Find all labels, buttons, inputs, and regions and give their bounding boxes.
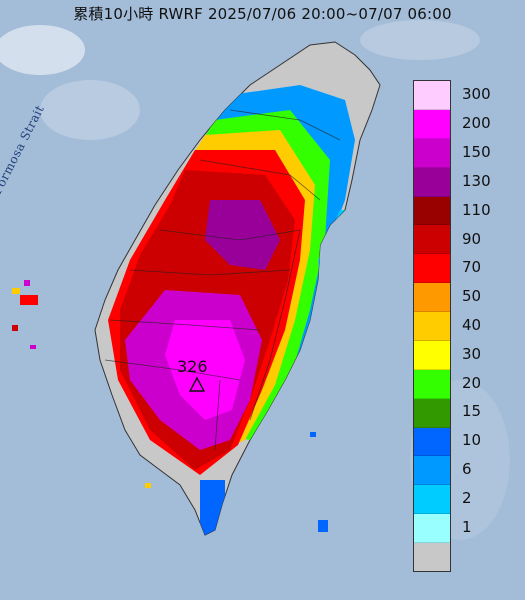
color-legend — [413, 80, 451, 572]
legend-swatch — [414, 254, 450, 284]
legend-label: 50 — [462, 287, 482, 306]
legend-label: 300 — [462, 85, 491, 104]
max-marker-icon — [188, 376, 206, 392]
legend-label: 40 — [462, 316, 482, 334]
legend-swatch — [414, 225, 450, 255]
legend-label: 150 — [462, 143, 491, 162]
max-value-label: 326 — [177, 357, 208, 376]
legend-swatch — [414, 167, 450, 197]
legend-label: 6 — [462, 460, 472, 479]
legend-swatch — [414, 427, 450, 457]
legend-label: 200 — [462, 114, 491, 133]
rainfall-field — [108, 85, 360, 535]
offshore-islands — [12, 280, 328, 532]
legend-swatch — [414, 543, 450, 571]
cloud-texture — [0, 25, 85, 75]
legend-label: 30 — [462, 344, 482, 363]
legend-swatch — [414, 81, 450, 110]
legend-swatch — [414, 514, 450, 543]
legend-label: 2 — [462, 488, 472, 507]
legend-swatch — [414, 283, 450, 312]
cloud-texture — [40, 80, 140, 140]
map-title: 累積10小時 RWRF 2025/07/06 20:00~07/07 06:00 — [73, 5, 452, 23]
legend-label: 15 — [462, 402, 482, 421]
county-boundaries — [104, 109, 341, 451]
legend-swatch — [414, 398, 450, 428]
legend-label: 10 — [462, 431, 482, 450]
legend-labels: 300 200 150 130 110 90 70 50 40 30 20 15 10 6 2 1 — [462, 80, 522, 570]
legend-label: 1 — [462, 517, 472, 536]
legend-swatch — [414, 340, 450, 370]
legend-label: 110 — [462, 200, 491, 219]
legend-label: 70 — [462, 258, 482, 277]
legend-label: 130 — [462, 171, 491, 190]
legend-swatch — [414, 456, 450, 486]
legend-swatch — [414, 138, 450, 168]
legend-label: 90 — [462, 229, 482, 248]
legend-swatch — [414, 196, 450, 226]
legend-swatch — [414, 109, 450, 139]
legend-label: 20 — [462, 373, 482, 392]
legend-swatch — [414, 369, 450, 399]
legend-swatch — [414, 312, 450, 341]
legend-swatch — [414, 485, 450, 515]
cloud-texture — [360, 20, 480, 60]
